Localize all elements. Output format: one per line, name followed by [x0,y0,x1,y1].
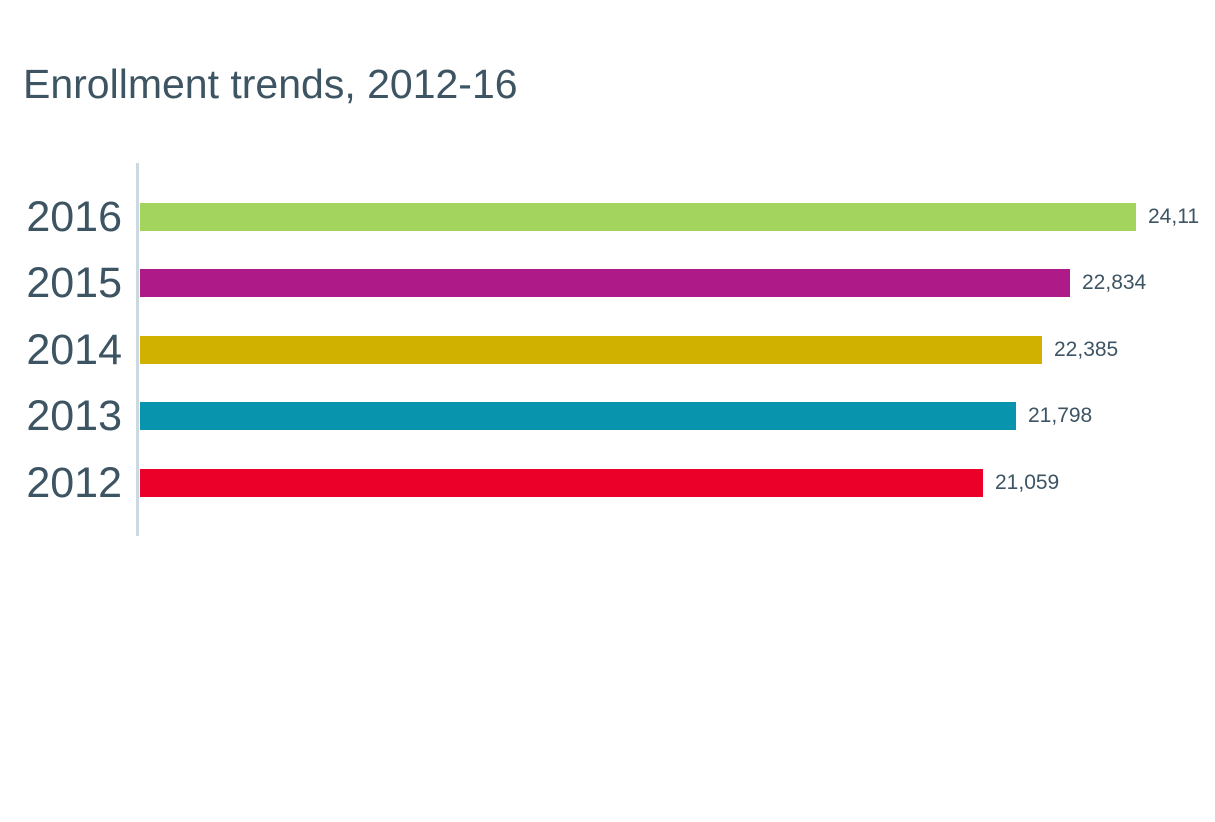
bar-2012 [140,469,983,497]
bar-row-2012: 2012 21,059 [0,459,1060,507]
category-label-2014: 2014 [26,326,122,374]
bar-2015 [140,269,1070,297]
value-label-2013: 21,798 [1028,404,1093,427]
bar-row-2015: 2015 22,834 [0,259,1147,307]
category-label-2015: 2015 [26,259,122,307]
y-axis-line [136,163,139,536]
bar-2016 [140,203,1136,231]
chart-title: Enrollment trends, 2012-16 [23,61,518,107]
bar-row-2014: 2014 22,385 [0,326,1119,374]
value-label-2016: 24,11 [1148,205,1199,228]
bar-2014 [140,336,1042,364]
category-label-2016: 2016 [26,193,122,241]
bar-2013 [140,402,1016,430]
bar-row-2013: 2013 21,798 [0,392,1093,440]
value-label-2015: 22,834 [1082,271,1147,294]
category-label-2012: 2012 [26,459,122,507]
bar-row-2016: 2016 24,11 [0,193,1199,241]
value-label-2012: 21,059 [995,471,1060,494]
category-label-2013: 2013 [26,392,122,440]
value-label-2014: 22,385 [1054,338,1119,361]
